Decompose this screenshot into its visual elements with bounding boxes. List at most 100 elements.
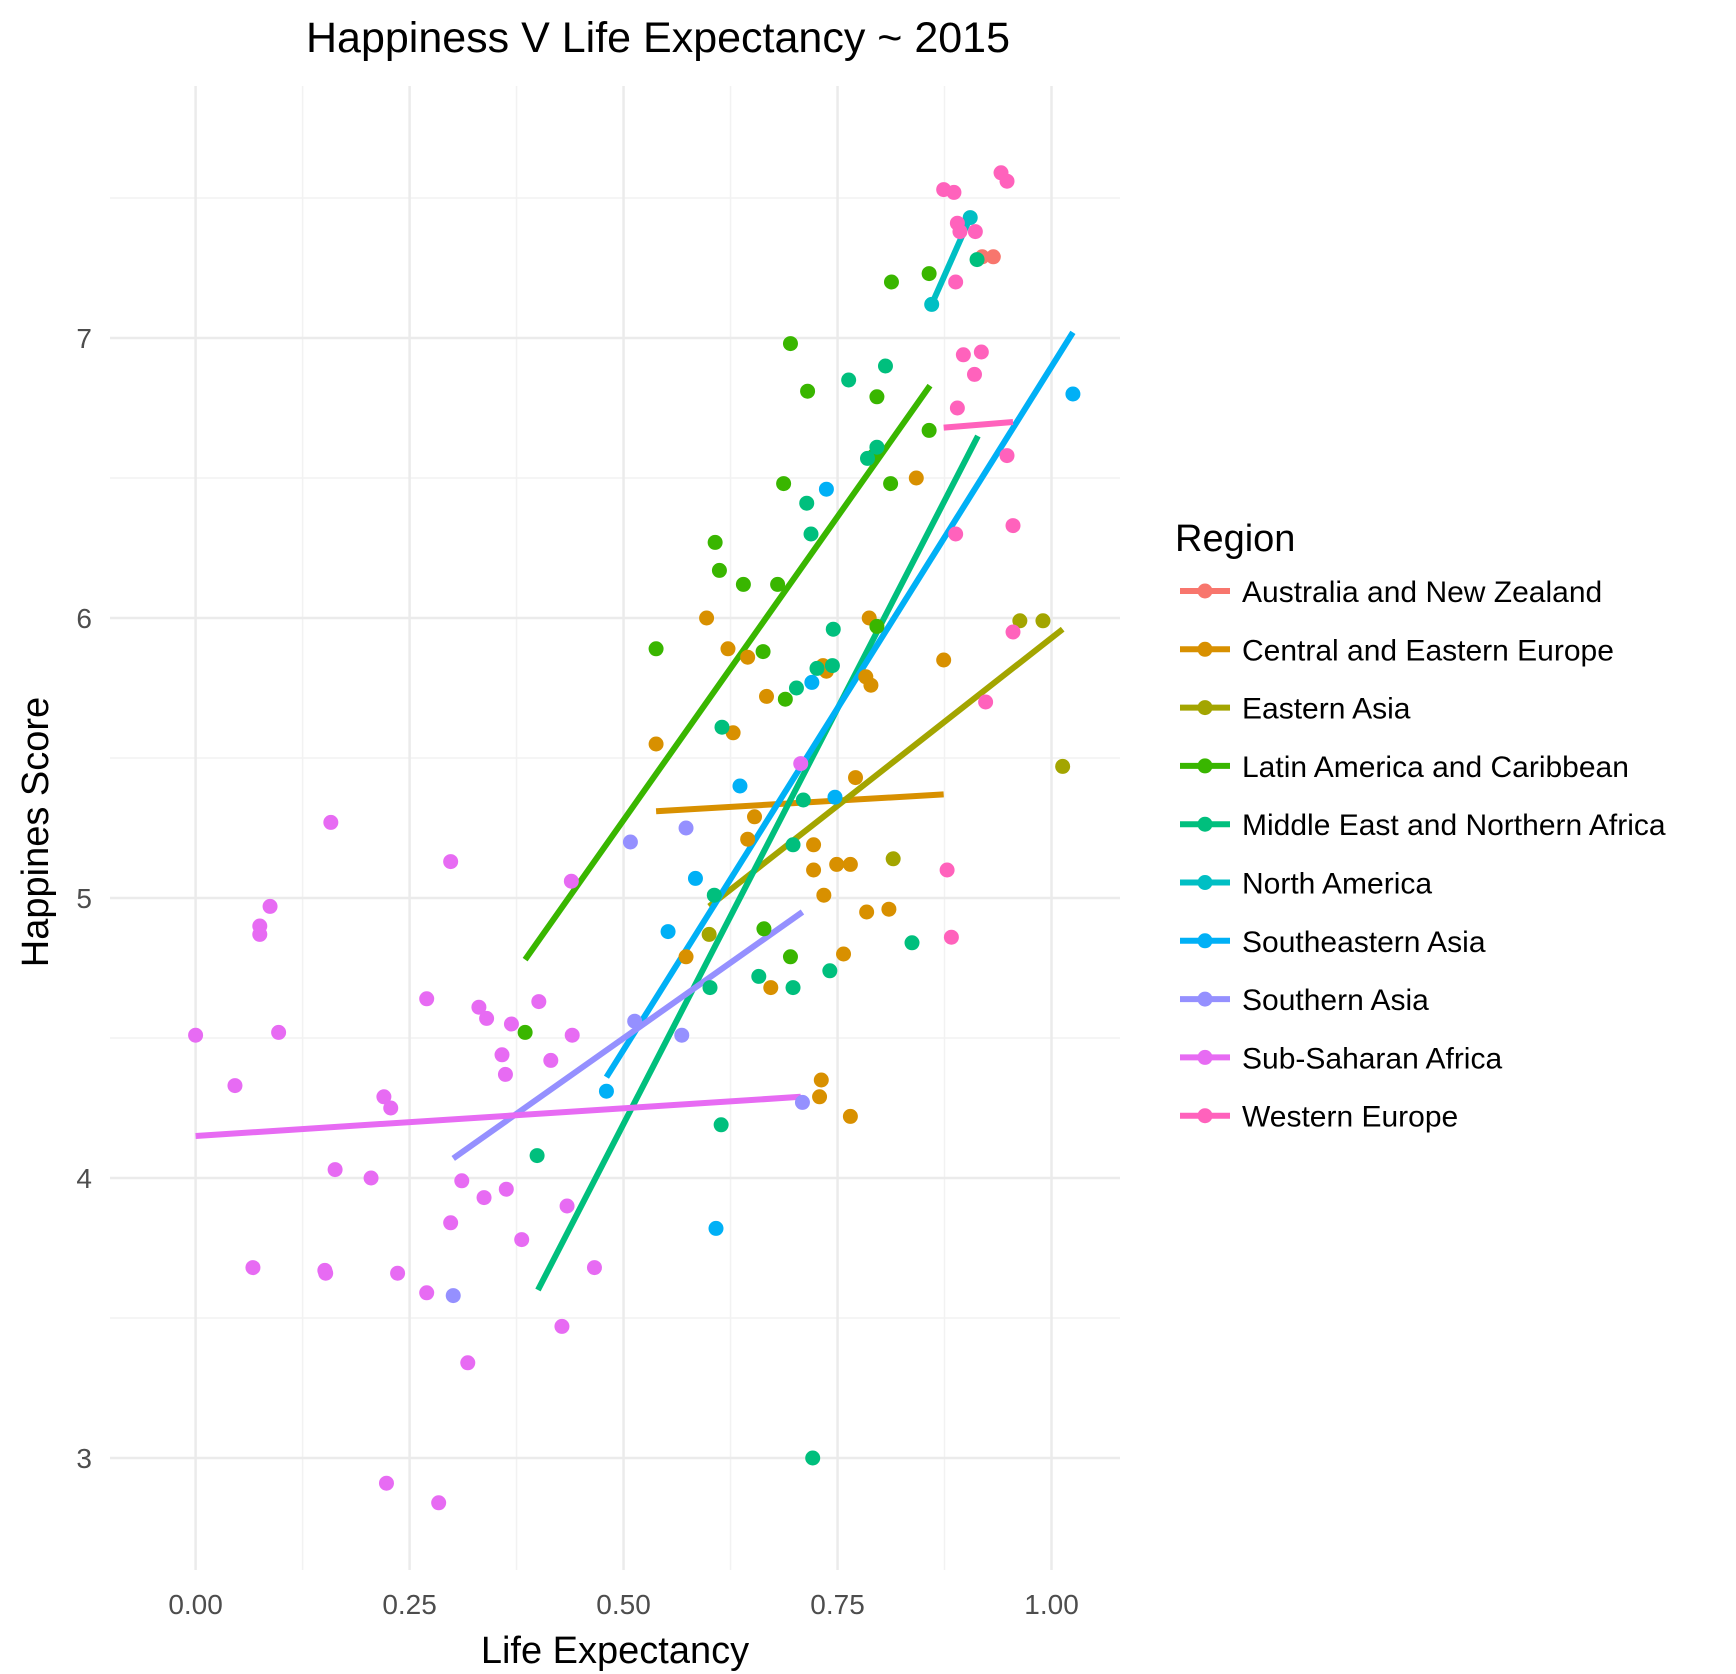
data-point: [777, 691, 793, 707]
data-point: [262, 898, 278, 914]
data-point: [363, 1170, 379, 1186]
data-point: [904, 935, 920, 951]
data-point: [877, 358, 893, 374]
data-point: [271, 1024, 287, 1040]
data-point: [829, 856, 845, 872]
x-tick-label: 0.75: [810, 1589, 865, 1620]
data-point: [751, 968, 767, 984]
legend-label: Southern Asia: [1242, 984, 1429, 1017]
data-point: [529, 1148, 545, 1164]
data-point: [708, 1220, 724, 1236]
data-point: [564, 1027, 580, 1043]
legend-key-point: [1197, 816, 1213, 832]
legend-label: Western Europe: [1242, 1101, 1458, 1134]
data-point: [822, 963, 838, 979]
data-point: [471, 999, 487, 1015]
y-tick-label: 4: [76, 1163, 92, 1194]
legend-key-point: [1197, 700, 1213, 716]
data-point: [674, 1027, 690, 1043]
data-point: [747, 809, 763, 825]
data-point: [1005, 624, 1021, 640]
y-tick-label: 6: [76, 603, 92, 634]
data-point: [985, 249, 1001, 265]
data-point: [836, 946, 852, 962]
data-point: [825, 621, 841, 637]
data-point: [799, 495, 815, 511]
data-point: [378, 1475, 394, 1491]
regression-line: [603, 330, 1076, 1079]
legend-label: Sub-Saharan Africa: [1242, 1042, 1502, 1075]
legend-item: Australia and New Zealand: [1180, 576, 1602, 609]
data-point: [443, 1215, 459, 1231]
legend-title: Region: [1175, 518, 1295, 560]
data-point: [805, 1450, 821, 1466]
data-point: [803, 526, 819, 542]
data-point: [543, 1052, 559, 1068]
data-point: [517, 1024, 533, 1040]
data-point: [800, 383, 816, 399]
data-point: [793, 756, 809, 772]
data-point: [559, 1198, 575, 1214]
data-point: [999, 448, 1015, 464]
data-point: [949, 400, 965, 416]
data-point: [725, 725, 741, 741]
legend-item: Western Europe: [1180, 1101, 1458, 1134]
legend-item: Eastern Asia: [1180, 693, 1411, 726]
data-point: [809, 660, 825, 676]
data-point: [812, 1089, 828, 1105]
data-point: [782, 949, 798, 965]
data-point: [908, 470, 924, 486]
data-point: [740, 831, 756, 847]
data-point: [390, 1265, 406, 1281]
legend: Region Australia and New Zealand Central …: [1175, 518, 1666, 1134]
data-point: [678, 820, 694, 836]
y-tick-label: 5: [76, 883, 92, 914]
data-point: [946, 184, 962, 200]
data-point: [785, 980, 801, 996]
legend-item: Southern Asia: [1180, 984, 1429, 1017]
legend-key-point: [1197, 875, 1213, 890]
data-point: [883, 476, 899, 492]
data-point: [813, 1072, 829, 1088]
data-point: [648, 641, 664, 657]
data-point: [827, 789, 843, 805]
legend-label: Southeastern Asia: [1242, 926, 1486, 959]
data-point: [701, 926, 717, 942]
data-point: [327, 1162, 343, 1178]
data-point: [763, 980, 779, 996]
data-point: [756, 921, 772, 937]
data-point: [498, 1181, 514, 1197]
data-point: [707, 534, 723, 550]
data-point: [755, 644, 771, 660]
y-tick-label: 7: [76, 323, 92, 354]
data-point: [794, 1094, 810, 1110]
data-point: [885, 851, 901, 867]
data-point: [806, 862, 822, 878]
data-point: [735, 576, 751, 592]
data-point: [1065, 386, 1081, 402]
chart-title: Happiness V Life Expectancy ~ 2015: [306, 14, 1010, 62]
data-point: [948, 526, 964, 542]
data-point: [740, 649, 756, 665]
data-point: [967, 224, 983, 240]
data-point: [1005, 518, 1021, 534]
y-axis-title: Happines Score: [15, 697, 57, 967]
data-point: [431, 1495, 447, 1511]
data-point: [245, 1260, 261, 1276]
data-point: [443, 854, 459, 870]
legend-item: Central and Eastern Europe: [1180, 634, 1614, 667]
legend-item: Latin America and Caribbean: [1180, 751, 1629, 784]
data-point: [952, 224, 968, 240]
data-point: [881, 901, 897, 917]
data-point: [788, 680, 804, 696]
data-point: [962, 210, 978, 226]
data-point: [804, 674, 820, 690]
x-tick-label: 1.00: [1024, 1589, 1079, 1620]
data-point: [943, 929, 959, 945]
regression-line: [707, 626, 1065, 909]
data-point: [842, 1108, 858, 1124]
data-point: [1012, 613, 1028, 629]
data-point: [252, 926, 268, 942]
